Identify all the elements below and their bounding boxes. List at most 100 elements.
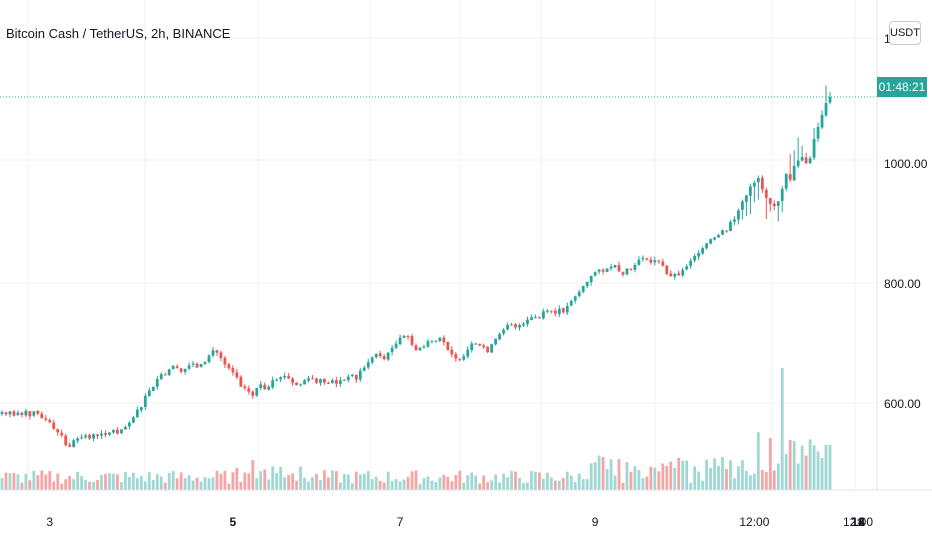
- candle-body: [287, 376, 291, 379]
- candle-body: [100, 433, 103, 436]
- volume-bar: [247, 473, 251, 490]
- candle-body: [665, 265, 669, 274]
- candle-body: [36, 410, 40, 414]
- candle-body: [541, 311, 545, 319]
- candle-body: [191, 363, 195, 365]
- volume-bar: [72, 479, 76, 490]
- candle-body: [490, 344, 494, 353]
- volume-bar: [8, 473, 12, 490]
- candle-body: [601, 269, 605, 272]
- candle-body: [0, 412, 4, 414]
- candle-body: [689, 260, 693, 266]
- candle-body: [784, 173, 788, 189]
- candle-body: [701, 248, 705, 254]
- volume-bar: [737, 466, 740, 490]
- volume-bar: [120, 482, 123, 490]
- candle-body: [131, 417, 135, 423]
- candle-body: [386, 352, 390, 360]
- candle-body: [820, 115, 824, 128]
- volume-bar: [366, 471, 370, 490]
- candle-body: [788, 174, 792, 180]
- candle-body: [167, 369, 171, 375]
- candle-body: [748, 186, 752, 196]
- candle-body: [267, 386, 271, 390]
- candle-body: [585, 281, 589, 287]
- volume-bar: [450, 481, 454, 490]
- volume-bar: [721, 457, 724, 490]
- candle-body: [808, 158, 812, 164]
- candle-body: [127, 422, 131, 427]
- volume-bar: [725, 468, 728, 490]
- candle-body: [617, 265, 621, 272]
- volume-bar: [124, 472, 127, 490]
- candle-body: [390, 347, 394, 353]
- candle-body: [693, 256, 697, 261]
- volume-bar: [494, 474, 498, 490]
- volume-bar: [139, 476, 143, 490]
- candle-body: [772, 203, 776, 207]
- volume-bar: [446, 476, 450, 490]
- volume-bar: [733, 478, 736, 490]
- volume-bar: [307, 481, 310, 490]
- volume-bar: [183, 478, 187, 490]
- volume-bar: [828, 444, 832, 490]
- candle-body: [768, 198, 772, 204]
- volume-bar: [788, 439, 792, 490]
- candle-body: [175, 366, 179, 369]
- candle-body: [737, 210, 740, 220]
- volume-bar: [167, 473, 171, 490]
- candle-body: [577, 292, 581, 297]
- candle-body: [522, 323, 525, 326]
- volume-bar: [239, 482, 243, 490]
- volume-bar: [796, 463, 800, 490]
- volume-bar: [713, 458, 716, 490]
- candle-body: [764, 189, 768, 198]
- time-tick-label: 5: [230, 515, 237, 529]
- price-tick-label-partial: 1: [884, 32, 891, 46]
- candle-body: [633, 265, 637, 270]
- candle-body: [573, 296, 577, 301]
- candle-body: [84, 435, 87, 438]
- volume-bar: [231, 472, 235, 490]
- price-axis[interactable]: 600.00 800.00 1000.00 1: [884, 32, 928, 411]
- volume-bar: [673, 467, 677, 490]
- candle-body: [231, 367, 235, 373]
- volume-bar: [191, 480, 195, 490]
- candle-body: [414, 345, 418, 351]
- volume-bar: [553, 480, 557, 490]
- volume-bar: [52, 481, 56, 490]
- candle-body: [171, 365, 175, 370]
- volume-bar: [458, 470, 462, 490]
- volume-bar: [20, 482, 24, 490]
- candle-body: [183, 368, 187, 372]
- volume-bar: [585, 479, 589, 490]
- candle-body: [518, 325, 521, 328]
- candle-body: [681, 269, 685, 276]
- candle-body: [645, 258, 649, 260]
- candle-body: [251, 391, 255, 396]
- price-tick-label: 600.00: [884, 397, 921, 411]
- volume-bar: [498, 482, 501, 490]
- candle-body: [215, 350, 219, 353]
- candle-body: [733, 219, 736, 222]
- candle-body: [561, 308, 565, 313]
- volume-bar: [474, 475, 478, 490]
- candle-body: [8, 411, 12, 415]
- volume-bar: [84, 479, 87, 490]
- candle-body: [406, 335, 410, 337]
- volume-bar: [390, 480, 394, 490]
- volume-bar: [295, 480, 298, 490]
- volume-bar: [243, 472, 247, 490]
- volume-bar: [490, 480, 494, 490]
- currency-button[interactable]: USDT: [889, 21, 921, 45]
- candle-body: [64, 435, 68, 445]
- volume-bar: [518, 477, 521, 490]
- volume-bar: [279, 466, 283, 490]
- volume-bar: [609, 459, 613, 490]
- volume-bar: [561, 478, 565, 490]
- candle-body: [358, 370, 362, 380]
- candle-body: [88, 434, 91, 439]
- time-tick-label: 12:00: [843, 515, 873, 529]
